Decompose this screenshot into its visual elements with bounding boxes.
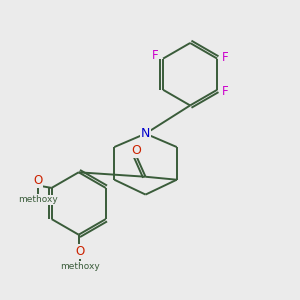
- Text: methoxy: methoxy: [60, 262, 100, 271]
- Text: F: F: [222, 51, 229, 64]
- Text: F: F: [152, 49, 158, 62]
- Text: N: N: [141, 127, 150, 140]
- Text: O: O: [131, 144, 141, 157]
- Text: F: F: [222, 85, 229, 98]
- Text: O: O: [33, 174, 42, 187]
- Text: methoxy: methoxy: [18, 195, 58, 204]
- Text: O: O: [76, 245, 85, 258]
